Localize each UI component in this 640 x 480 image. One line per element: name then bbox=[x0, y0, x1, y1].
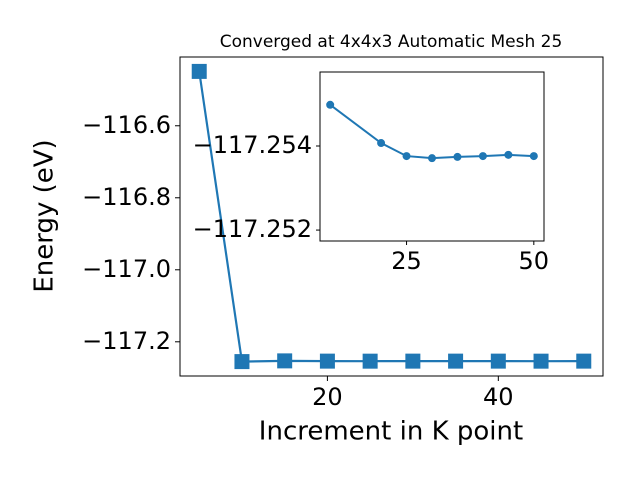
y-tick-label: −116.8 bbox=[82, 183, 171, 211]
marker bbox=[191, 63, 207, 79]
marker bbox=[377, 139, 386, 148]
marker bbox=[362, 353, 378, 369]
marker bbox=[504, 150, 513, 159]
data-line bbox=[329, 103, 534, 160]
marker bbox=[448, 353, 464, 369]
y-axis-label: Energy (eV) bbox=[30, 139, 60, 292]
marker bbox=[405, 353, 421, 369]
marker bbox=[234, 354, 250, 370]
x-tick-label: 25 bbox=[391, 247, 422, 275]
x-tick-label: 50 bbox=[519, 247, 550, 275]
axes-frame bbox=[179, 56, 604, 377]
marker bbox=[277, 353, 293, 369]
y-tick-label: −117.2 bbox=[82, 327, 171, 355]
y-tick-label: −117.254 bbox=[193, 131, 312, 159]
marker bbox=[402, 152, 411, 161]
y-tick-label: −117.0 bbox=[82, 255, 171, 283]
axes-frame bbox=[319, 71, 545, 242]
marker bbox=[319, 353, 335, 369]
y-tick-label: −117.252 bbox=[193, 215, 312, 243]
data-line bbox=[198, 71, 584, 363]
marker bbox=[428, 154, 436, 163]
chart-title: Converged at 4x4x3 Automatic Mesh 25 bbox=[220, 32, 563, 52]
marker bbox=[576, 353, 592, 369]
marker bbox=[529, 152, 538, 161]
marker bbox=[533, 353, 549, 369]
marker bbox=[326, 100, 335, 109]
x-tick-label: 20 bbox=[312, 383, 343, 411]
marker bbox=[453, 152, 462, 161]
x-axis-label: Increment in K point bbox=[259, 417, 523, 447]
marker bbox=[478, 152, 487, 161]
marker bbox=[490, 353, 506, 369]
x-tick-label: 40 bbox=[483, 383, 514, 411]
y-tick-label: −116.6 bbox=[82, 111, 171, 139]
